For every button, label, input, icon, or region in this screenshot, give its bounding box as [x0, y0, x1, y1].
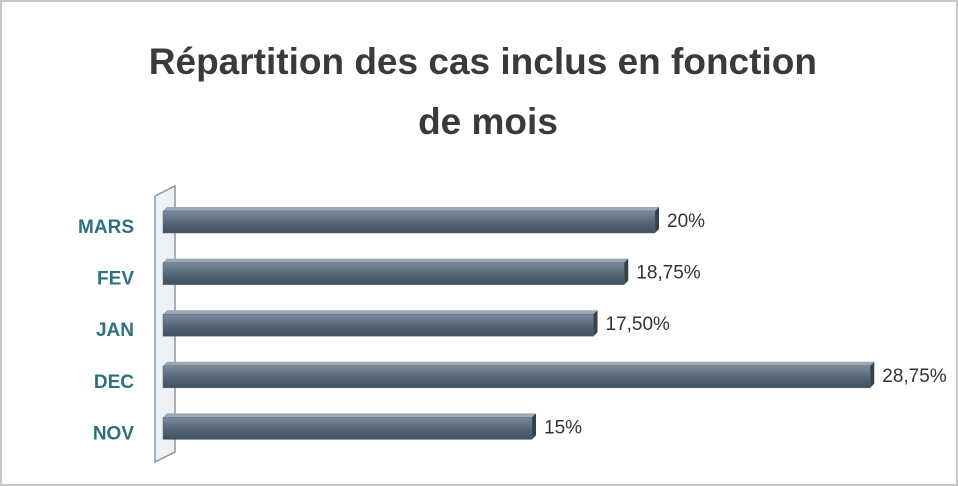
bar-side	[593, 310, 598, 337]
bar-top	[163, 258, 629, 263]
bar-top	[163, 413, 536, 418]
bar	[162, 417, 533, 440]
bar	[162, 313, 594, 337]
category-label: FEV	[97, 269, 134, 290]
bar-side	[532, 413, 536, 440]
bar-top	[163, 207, 659, 211]
bar-side	[655, 207, 659, 233]
value-label: 17,50%	[606, 314, 671, 335]
category-label: NOV	[93, 423, 135, 444]
bar	[162, 365, 871, 389]
chart-title: Répartition des cas inclus en fonction d…	[149, 41, 827, 142]
category-label: DEC	[94, 372, 134, 393]
title-line: Répartition des cas inclus en fonction	[149, 41, 817, 82]
value-label: 20%	[667, 211, 705, 232]
category-label: JAN	[96, 320, 134, 341]
bar	[162, 262, 625, 285]
bar-side	[870, 361, 875, 388]
bar	[162, 210, 656, 234]
category-label: MARS	[78, 217, 134, 238]
bar-top	[163, 310, 598, 315]
value-label: 28,75%	[882, 366, 947, 387]
bar-top	[163, 361, 875, 366]
value-label: 18,75%	[636, 263, 701, 284]
value-label: 15%	[544, 417, 582, 438]
title-line: de mois	[418, 101, 558, 142]
bar-side	[624, 258, 629, 285]
